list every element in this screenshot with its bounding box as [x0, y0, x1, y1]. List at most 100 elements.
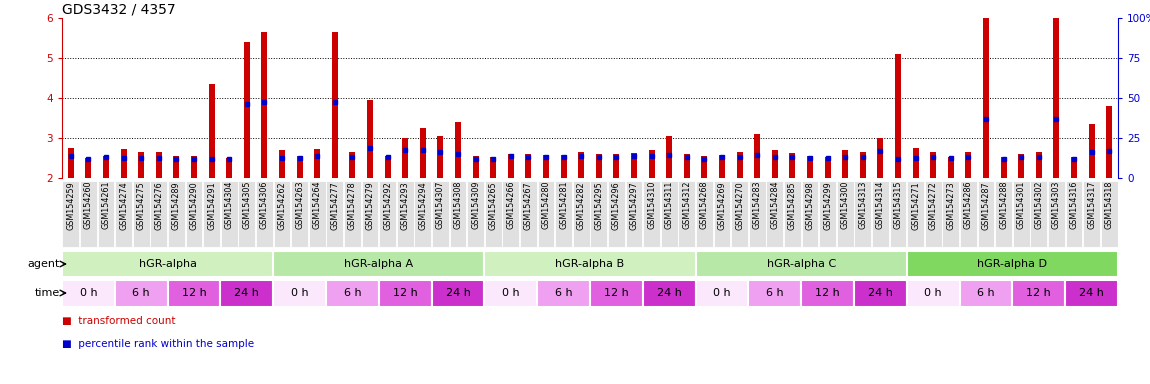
Text: GSM154281: GSM154281 [559, 181, 568, 229]
Text: GSM154268: GSM154268 [700, 181, 708, 229]
Bar [696, 252, 907, 276]
Bar [414, 181, 431, 247]
Text: GSM154303: GSM154303 [1052, 181, 1061, 229]
Bar [308, 181, 325, 247]
Bar [168, 181, 185, 247]
Text: GDS3432 / 4357: GDS3432 / 4357 [62, 3, 176, 17]
Bar [1053, 14, 1059, 178]
Bar [378, 280, 431, 306]
Bar [85, 158, 92, 178]
Bar [890, 181, 906, 247]
Bar [81, 181, 97, 247]
Bar [626, 181, 643, 247]
Bar [1106, 106, 1112, 178]
Text: GSM154317: GSM154317 [1087, 181, 1096, 229]
Text: 0 h: 0 h [291, 288, 308, 298]
Bar [350, 152, 355, 178]
Text: GSM154275: GSM154275 [137, 181, 146, 230]
Bar [1083, 181, 1101, 247]
Bar [643, 181, 660, 247]
Text: hGR-alpha: hGR-alpha [139, 259, 197, 269]
Bar [573, 181, 590, 247]
Bar [274, 181, 291, 247]
Bar [520, 181, 537, 247]
Bar [185, 181, 202, 247]
Bar [1089, 124, 1095, 178]
Bar [344, 181, 361, 247]
Bar [115, 181, 132, 247]
Bar [397, 181, 414, 247]
Bar [204, 181, 220, 247]
Bar [507, 154, 514, 178]
Bar [766, 181, 783, 247]
Text: hGR-alpha D: hGR-alpha D [978, 259, 1048, 269]
Bar [860, 152, 866, 178]
Text: 6 h: 6 h [766, 288, 783, 298]
Bar [367, 100, 373, 178]
Bar [191, 156, 197, 178]
Bar [1018, 154, 1025, 178]
Text: GSM154286: GSM154286 [964, 181, 973, 229]
Bar [590, 181, 607, 247]
Bar [872, 181, 889, 247]
Bar [995, 181, 1012, 247]
Bar [484, 280, 537, 306]
Bar [1071, 157, 1078, 178]
Text: 0 h: 0 h [713, 288, 730, 298]
Text: hGR-alpha A: hGR-alpha A [344, 259, 413, 269]
Bar [819, 181, 836, 247]
Text: GSM154265: GSM154265 [489, 181, 498, 230]
Text: GSM154273: GSM154273 [946, 181, 956, 230]
Text: GSM154318: GSM154318 [1105, 181, 1113, 229]
Text: GSM154310: GSM154310 [647, 181, 657, 229]
Text: GSM154293: GSM154293 [400, 181, 409, 230]
Text: GSM154259: GSM154259 [67, 181, 75, 230]
Bar [526, 154, 531, 178]
Text: GSM154316: GSM154316 [1070, 181, 1079, 229]
Bar [784, 181, 800, 247]
Text: GSM154284: GSM154284 [770, 181, 780, 229]
Bar [854, 181, 872, 247]
Bar [802, 280, 854, 306]
Bar [450, 181, 467, 247]
Bar [325, 280, 378, 306]
Bar [537, 280, 590, 306]
Bar [227, 158, 232, 178]
Bar [455, 122, 461, 178]
Bar [960, 181, 976, 247]
Text: GSM154311: GSM154311 [665, 181, 674, 229]
Bar [138, 152, 144, 178]
Text: GSM154302: GSM154302 [1034, 181, 1043, 229]
Bar [98, 181, 115, 247]
Bar [327, 181, 343, 247]
Text: GSM154285: GSM154285 [788, 181, 797, 230]
Text: GSM154288: GSM154288 [999, 181, 1009, 229]
Bar [696, 181, 713, 247]
Bar [907, 252, 1118, 276]
Bar [1013, 181, 1029, 247]
Bar [432, 181, 448, 247]
Bar [772, 150, 777, 178]
Bar [380, 181, 396, 247]
Bar [503, 181, 520, 247]
Bar [1101, 181, 1118, 247]
Bar [807, 156, 813, 178]
Bar [256, 181, 273, 247]
Text: GSM154315: GSM154315 [894, 181, 903, 229]
Bar [643, 280, 696, 306]
Text: GSM154304: GSM154304 [224, 181, 233, 229]
Text: GSM154290: GSM154290 [190, 181, 199, 230]
Bar [115, 280, 168, 306]
Text: GSM154277: GSM154277 [330, 181, 339, 230]
Text: ■  percentile rank within the sample: ■ percentile rank within the sample [62, 339, 254, 349]
Text: GSM154261: GSM154261 [101, 181, 110, 229]
Text: GSM154287: GSM154287 [981, 181, 990, 230]
Text: GSM154313: GSM154313 [858, 181, 867, 229]
Bar [666, 136, 673, 178]
Bar [490, 157, 497, 178]
Bar [959, 280, 1012, 306]
Bar [485, 181, 501, 247]
Bar [661, 181, 677, 247]
Bar [854, 280, 907, 306]
Text: GSM154263: GSM154263 [296, 181, 304, 229]
